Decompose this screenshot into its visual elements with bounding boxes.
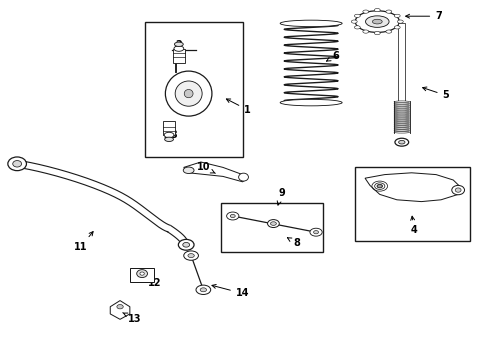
Ellipse shape	[280, 20, 342, 27]
Bar	[130, 268, 154, 282]
Ellipse shape	[174, 46, 184, 51]
Ellipse shape	[184, 90, 193, 98]
Ellipse shape	[394, 14, 400, 18]
Text: 6: 6	[327, 51, 339, 61]
Ellipse shape	[188, 253, 195, 258]
Bar	[398, 23, 405, 101]
Ellipse shape	[227, 212, 239, 220]
Polygon shape	[110, 301, 130, 319]
Ellipse shape	[200, 288, 207, 292]
Ellipse shape	[394, 107, 410, 109]
Ellipse shape	[394, 121, 410, 123]
Ellipse shape	[397, 20, 403, 23]
Ellipse shape	[394, 105, 410, 107]
Text: 8: 8	[288, 238, 300, 248]
Ellipse shape	[178, 239, 194, 250]
Ellipse shape	[386, 30, 392, 33]
Ellipse shape	[165, 137, 173, 141]
Ellipse shape	[310, 228, 322, 236]
Ellipse shape	[386, 10, 392, 13]
Ellipse shape	[196, 285, 211, 294]
Text: 9: 9	[277, 188, 285, 205]
Ellipse shape	[394, 127, 410, 129]
Text: 2: 2	[175, 40, 182, 50]
Polygon shape	[365, 173, 461, 202]
Ellipse shape	[366, 16, 389, 27]
Ellipse shape	[314, 231, 318, 234]
Ellipse shape	[377, 185, 382, 188]
Text: 14: 14	[212, 284, 249, 298]
Ellipse shape	[166, 71, 212, 116]
Text: 4: 4	[411, 216, 417, 235]
Ellipse shape	[354, 14, 360, 18]
Ellipse shape	[372, 19, 382, 24]
Ellipse shape	[394, 113, 410, 115]
Ellipse shape	[270, 222, 276, 225]
Ellipse shape	[394, 125, 410, 127]
Ellipse shape	[8, 157, 26, 171]
Text: 1: 1	[226, 99, 251, 115]
Ellipse shape	[394, 131, 410, 133]
Text: 5: 5	[422, 87, 449, 100]
Ellipse shape	[394, 111, 410, 113]
Ellipse shape	[394, 117, 410, 119]
Ellipse shape	[394, 119, 410, 121]
Ellipse shape	[140, 272, 145, 275]
Ellipse shape	[394, 101, 410, 103]
Text: 3: 3	[165, 130, 177, 140]
Text: 7: 7	[406, 11, 442, 21]
Ellipse shape	[354, 26, 360, 29]
Ellipse shape	[184, 251, 198, 260]
Text: 13: 13	[122, 313, 142, 324]
Ellipse shape	[13, 161, 22, 167]
Text: 12: 12	[143, 274, 161, 288]
Text: 11: 11	[74, 231, 93, 252]
Ellipse shape	[394, 129, 410, 131]
Ellipse shape	[399, 140, 405, 144]
Ellipse shape	[374, 9, 380, 12]
Bar	[355, 167, 470, 241]
Ellipse shape	[137, 270, 147, 278]
Ellipse shape	[355, 11, 399, 32]
Bar	[163, 121, 175, 135]
Ellipse shape	[394, 123, 410, 125]
Ellipse shape	[374, 31, 380, 35]
Ellipse shape	[230, 214, 235, 217]
Ellipse shape	[280, 99, 342, 106]
Ellipse shape	[239, 173, 248, 181]
Ellipse shape	[452, 185, 465, 195]
Ellipse shape	[351, 20, 357, 23]
Ellipse shape	[174, 42, 183, 46]
Bar	[145, 22, 243, 157]
Ellipse shape	[268, 220, 279, 228]
Ellipse shape	[175, 81, 202, 106]
Ellipse shape	[395, 138, 409, 146]
Ellipse shape	[394, 103, 410, 105]
Bar	[220, 203, 323, 252]
Text: 10: 10	[196, 162, 216, 173]
Ellipse shape	[363, 10, 369, 13]
Ellipse shape	[183, 167, 194, 174]
Ellipse shape	[394, 109, 410, 111]
Ellipse shape	[455, 188, 461, 192]
Ellipse shape	[394, 115, 410, 117]
Polygon shape	[184, 162, 245, 182]
Bar	[173, 49, 185, 63]
Ellipse shape	[394, 26, 400, 29]
Ellipse shape	[183, 243, 190, 247]
Ellipse shape	[363, 30, 369, 33]
Ellipse shape	[164, 132, 174, 138]
Ellipse shape	[117, 305, 123, 309]
